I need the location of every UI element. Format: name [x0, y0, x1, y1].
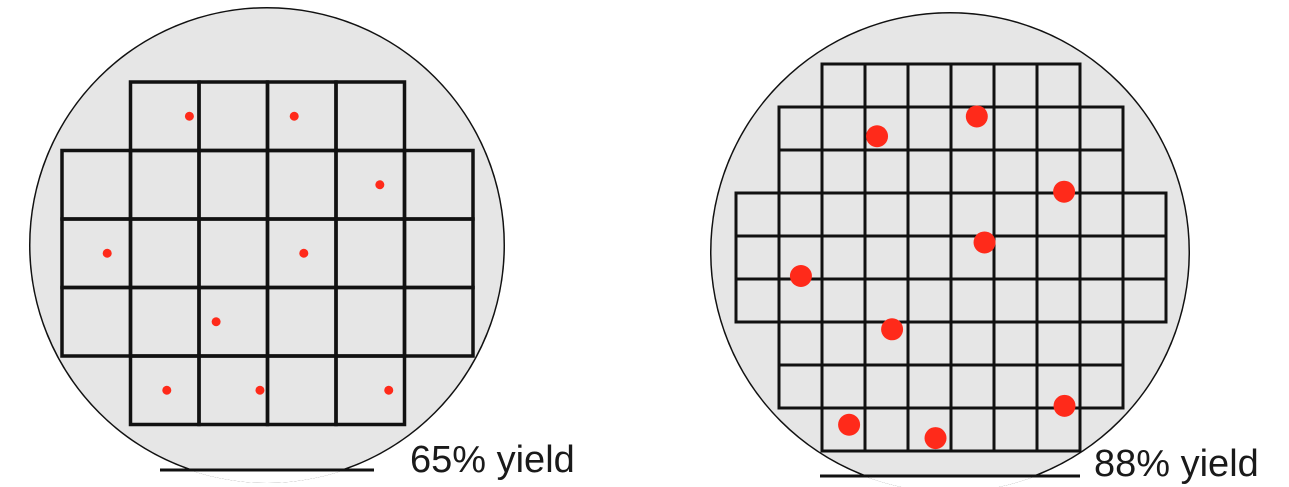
defects	[102, 111, 394, 395]
defect-dot	[1053, 180, 1076, 203]
die-cell	[1078, 363, 1125, 410]
defect-dot	[255, 385, 265, 395]
wafer-88: 88% yield	[710, 12, 1259, 487]
defect-dot	[881, 318, 904, 341]
defect-dot	[866, 125, 889, 148]
defect-dot	[838, 413, 861, 436]
defect-dot	[289, 111, 299, 121]
defect-dot	[789, 264, 812, 287]
die-cell	[334, 354, 407, 427]
defect-dot	[184, 111, 194, 121]
defect-dot	[299, 248, 309, 258]
defect-dot	[102, 248, 112, 258]
defect-dot	[1053, 394, 1076, 417]
defect-dot	[924, 427, 947, 450]
defect-dot	[211, 317, 221, 327]
wafer-65: 65% yield	[29, 7, 575, 483]
die-cell	[1121, 277, 1168, 324]
defect-dot	[162, 385, 172, 395]
defect-dot	[973, 231, 996, 254]
die-grid	[60, 80, 475, 427]
die-grid	[734, 62, 1168, 453]
defect-dot	[375, 180, 385, 190]
defect-dot	[384, 385, 394, 395]
yield-label: 88% yield	[1094, 443, 1259, 485]
yield-label: 65% yield	[410, 439, 575, 481]
wafer-flat	[710, 476, 1190, 487]
defect-dot	[965, 105, 988, 128]
die-cell	[402, 285, 475, 358]
defects	[789, 105, 1076, 450]
